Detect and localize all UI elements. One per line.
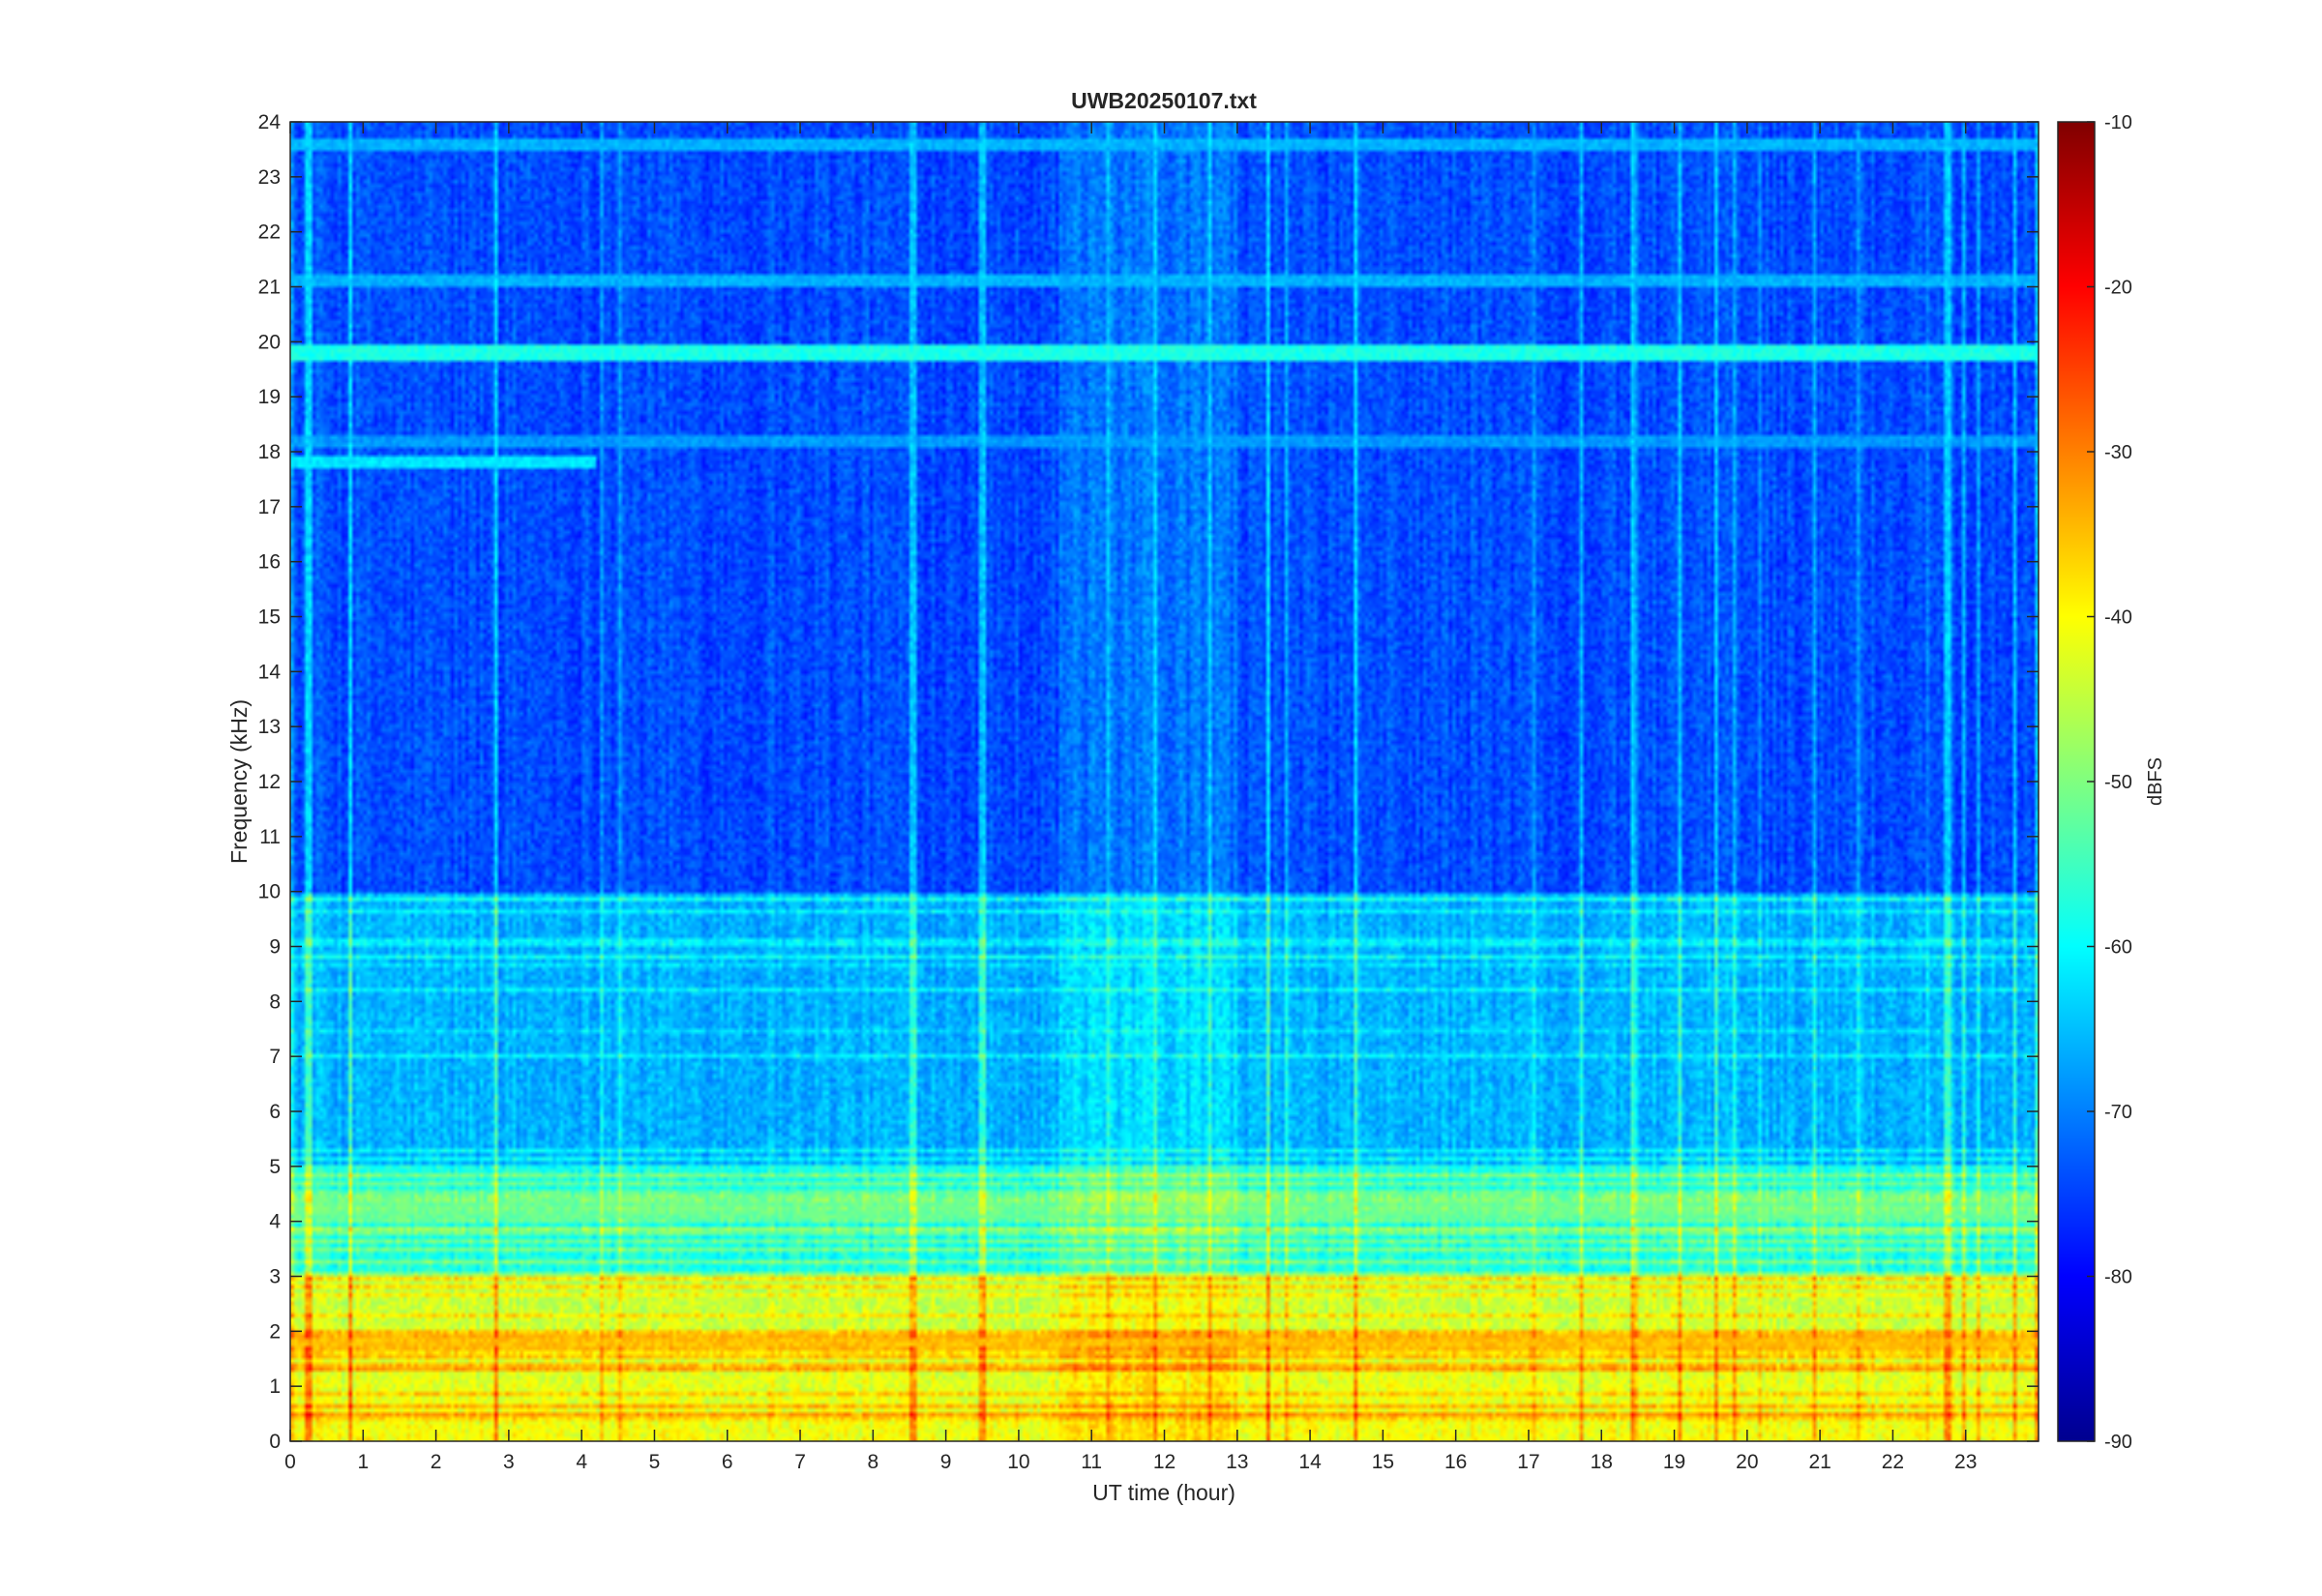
x-tick-label: 19 bbox=[1663, 1451, 1685, 1473]
x-tick-label: 17 bbox=[1517, 1451, 1539, 1473]
x-tick-label: 20 bbox=[1736, 1451, 1758, 1473]
colorbar: -10 -20 -30 -40 -50 -60 -70 -80 -90 dBFS bbox=[2057, 112, 2166, 1453]
y-tick-label: 18 bbox=[258, 441, 281, 463]
y-tick-label: 11 bbox=[259, 826, 281, 848]
colorbar-tick-label: -90 bbox=[2104, 1432, 2132, 1453]
x-tick-label: 3 bbox=[503, 1451, 515, 1473]
colorbar-tick-label: -50 bbox=[2104, 772, 2132, 793]
colorbar-tick-label: -20 bbox=[2104, 278, 2132, 299]
x-tick-label: 7 bbox=[794, 1451, 806, 1473]
y-tick-label: 9 bbox=[269, 936, 281, 959]
x-tick-label: 2 bbox=[431, 1451, 442, 1473]
y-tick-label: 4 bbox=[269, 1211, 281, 1233]
x-tick-label: 13 bbox=[1226, 1451, 1248, 1473]
spectrogram-plot bbox=[289, 121, 2039, 1442]
y-tick-label: 3 bbox=[269, 1266, 281, 1288]
y-tick-label: 10 bbox=[258, 881, 281, 903]
x-tick-label: 10 bbox=[1007, 1451, 1029, 1473]
y-tick-label: 13 bbox=[258, 716, 281, 738]
colorbar-tick-label: -30 bbox=[2104, 442, 2132, 463]
y-tick-label: 15 bbox=[258, 606, 281, 629]
y-tick-label: 22 bbox=[258, 222, 281, 244]
x-tick-label: 0 bbox=[284, 1451, 296, 1473]
colorbar-tick-label: -10 bbox=[2104, 112, 2132, 133]
y-tick-label: 16 bbox=[258, 551, 281, 574]
colorbar-tick-label: -80 bbox=[2104, 1267, 2132, 1288]
x-tick-label: 18 bbox=[1591, 1451, 1613, 1473]
y-tick-label: 19 bbox=[258, 386, 281, 408]
x-axis-label: UT time (hour) bbox=[1092, 1480, 1235, 1505]
x-tick-label: 14 bbox=[1298, 1451, 1322, 1473]
x-tick-label: 22 bbox=[1882, 1451, 1904, 1473]
x-tick-label: 9 bbox=[940, 1451, 952, 1473]
x-tick-label: 21 bbox=[1808, 1451, 1831, 1473]
y-tick-label: 5 bbox=[269, 1156, 281, 1178]
colorbar-tick-label: -60 bbox=[2104, 937, 2132, 959]
x-tick-label: 11 bbox=[1081, 1451, 1102, 1473]
x-tick-label: 6 bbox=[722, 1451, 733, 1473]
y-tick-label: 12 bbox=[258, 771, 281, 793]
x-tick-label: 15 bbox=[1372, 1451, 1394, 1473]
x-tick-label: 23 bbox=[1954, 1451, 1977, 1473]
y-tick-label: 1 bbox=[269, 1375, 281, 1398]
colorbar-label: dBFS bbox=[2145, 757, 2166, 806]
y-tick-label: 24 bbox=[258, 111, 282, 133]
x-tick-label: 5 bbox=[649, 1451, 661, 1473]
y-tick-label: 2 bbox=[269, 1320, 281, 1343]
x-tick-label: 8 bbox=[867, 1451, 878, 1473]
y-tick-label: 14 bbox=[258, 661, 282, 683]
y-tick-label: 0 bbox=[269, 1431, 281, 1453]
y-tick-label: 8 bbox=[269, 990, 281, 1013]
colorbar-ticks: -10 -20 -30 -40 -50 -60 -70 -80 -90 bbox=[2087, 112, 2132, 1453]
spectrogram-heatmap bbox=[290, 122, 2039, 1441]
x-axis: 0 1 2 3 4 5 6 7 8 9 10 11 12 13 14 15 16 17 18 19 20 21 22 23 bbox=[284, 122, 1977, 1473]
x-tick-label: 1 bbox=[357, 1451, 369, 1473]
y-axis-label: Frequency (kHz) bbox=[226, 699, 252, 864]
y-tick-label: 23 bbox=[258, 166, 281, 189]
y-tick-label: 20 bbox=[258, 331, 281, 353]
y-tick-label: 21 bbox=[258, 277, 281, 299]
y-tick-label: 17 bbox=[258, 496, 281, 518]
y-tick-label: 6 bbox=[269, 1101, 281, 1123]
colorbar-tick-label: -40 bbox=[2104, 607, 2132, 629]
x-tick-label: 16 bbox=[1444, 1451, 1467, 1473]
x-tick-label: 4 bbox=[576, 1451, 587, 1473]
y-tick-label: 7 bbox=[269, 1046, 281, 1068]
x-tick-label: 12 bbox=[1153, 1451, 1176, 1473]
chart-title: UWB20250107.txt bbox=[1071, 88, 1257, 113]
colorbar-tick-label: -70 bbox=[2104, 1102, 2132, 1123]
